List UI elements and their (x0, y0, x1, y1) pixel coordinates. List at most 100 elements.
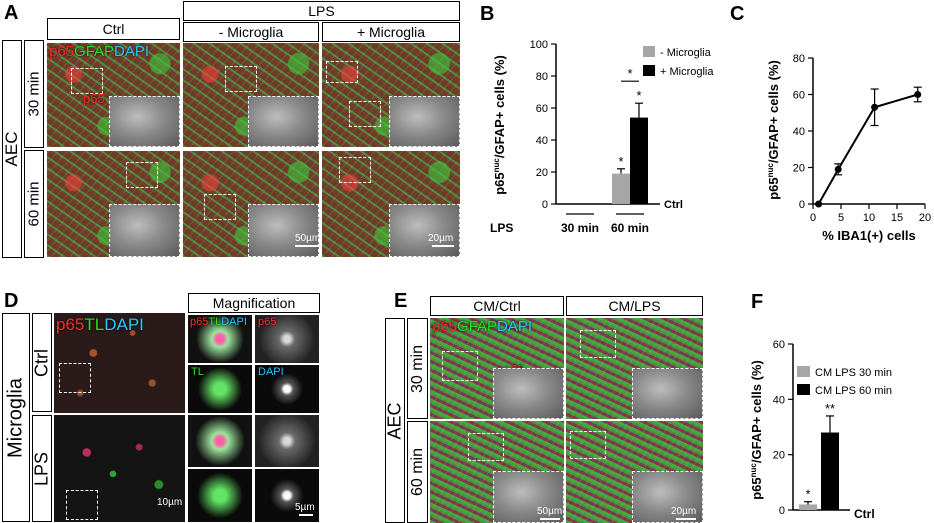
stain-p65: p65 (432, 318, 458, 335)
stain-dapi: DAPI (497, 318, 533, 335)
stain-legend: p65GFAPDAPI (432, 318, 532, 335)
stain-legend: p65TLDAPI (56, 315, 144, 335)
micrograph-minus-microglia-60min (183, 151, 319, 257)
mag-ctrl-dapi: DAPI (255, 365, 319, 413)
mag-lps-merge (188, 415, 252, 467)
row-ctrl-label: Ctrl (31, 348, 52, 377)
y-axis-label: p65nuc/GFAP+ cells (%) (749, 360, 764, 500)
data-point (834, 165, 842, 173)
stain-p65: p65 (49, 43, 75, 60)
legend-label: CM LPS 30 min (815, 367, 892, 379)
y-tick-label: 40 (793, 126, 805, 138)
row-group-aec-label: AEC (2, 131, 21, 167)
micrograph-cm-lps-60min (566, 421, 703, 523)
y-axis-label: p65nuc/GFAP+ cells (%) (492, 55, 507, 195)
scale-label-50um-e: 50µm (537, 506, 563, 517)
stain-dapi: DAPI (114, 43, 150, 60)
legend-swatch (797, 384, 810, 395)
roi-box (339, 157, 371, 183)
mag-label-tl: TL (191, 366, 204, 378)
row-60min-e: 60 min (407, 421, 428, 523)
x-axis-label: LPS (490, 221, 513, 235)
stain-gfap: GFAP (457, 318, 498, 335)
y-tick-label: 60 (536, 103, 548, 115)
y-tick-label: 80 (793, 53, 805, 65)
y-tick-label: 40 (536, 135, 548, 147)
panel-letter-c: C (730, 3, 744, 25)
legend-swatch (797, 366, 810, 377)
y-tick-label: 0 (779, 505, 785, 517)
roi-box (59, 363, 91, 393)
header-minus-microglia: - Microglia (183, 22, 319, 42)
row-60min: 60 min (24, 150, 44, 258)
roi-box (326, 61, 358, 83)
legend-swatch (643, 46, 655, 57)
row-30min-e: 30 min (407, 318, 428, 419)
row-60min-label: 60 min (25, 181, 43, 227)
x-tick-label: 10 (863, 212, 875, 224)
roi-box (204, 194, 236, 220)
panel-letter-f: F (751, 291, 763, 313)
row-group-microglia: Microglia (2, 313, 30, 522)
stain-p65: p65 (56, 315, 85, 334)
micrograph-microglia-lps: 10µm (54, 415, 185, 522)
panel-letter-d: D (4, 290, 19, 312)
micrograph-minus-microglia-30min (183, 43, 319, 147)
category-label: 60 min (611, 221, 649, 235)
chart-f-svg: F 0 20 40 60 p65nuc/GFAP+ cells (%) Ctrl * CM L… (749, 291, 892, 521)
scale-label-50um: 50µm (295, 233, 321, 244)
row-lps-label: LPS (31, 451, 52, 486)
inset-grayscale (493, 471, 564, 523)
mag-lps-tl (188, 469, 252, 522)
stain-tl: TL (208, 316, 222, 328)
y-tick-label: 20 (793, 163, 805, 175)
y-tick-label: 20 (536, 167, 548, 179)
y-tick-label: 60 (773, 339, 785, 351)
header-magnification: Magnification (188, 293, 320, 313)
x-tick-label: 5 (838, 212, 844, 224)
significance-marker: * (805, 487, 810, 502)
bar (799, 504, 817, 510)
mag-lps-dapi: 5µm (255, 469, 319, 522)
inset-grayscale (389, 96, 460, 147)
scale-label-20um: 20µm (428, 233, 454, 244)
header-plus-microglia: + Microglia (322, 22, 460, 42)
micrograph-ctrl-60min (47, 151, 180, 257)
legend-label: + Microglia (660, 66, 714, 78)
mag-stain-legend: p65TLDAPI (190, 316, 247, 328)
scale-bar-20um-e (676, 518, 696, 520)
row-group-aec: AEC (2, 40, 22, 258)
y-tick-label: 0 (799, 199, 805, 211)
panel-letter-a: A (4, 2, 19, 24)
row-group-microglia-label: Microglia (4, 377, 27, 458)
baseline-label: Ctrl (854, 507, 875, 521)
inset-grayscale (248, 204, 319, 257)
series-line (817, 93, 919, 205)
inset-grayscale (109, 96, 180, 147)
mag-label-dapi: DAPI (258, 366, 284, 378)
scale-label-20um-e: 20µm (671, 506, 697, 517)
stain-p65: p65 (190, 316, 209, 328)
inset-label-p65: p65 (83, 91, 105, 106)
significance-marker: ** (825, 401, 835, 416)
scale-bar-5um (299, 514, 313, 516)
row-lps: LPS (32, 415, 52, 522)
roi-box (126, 162, 158, 188)
data-point (815, 200, 823, 208)
comparison-marker: * (627, 66, 632, 81)
header-lps: LPS (183, 1, 460, 21)
stain-gfap: GFAP (74, 43, 115, 60)
chart-b: B 0 20 40 60 80 100 p65nuc/GFAP+ cells (%) Ctrl… (480, 3, 714, 235)
inset-grayscale (389, 204, 460, 257)
row-group-aec-e-label: AEC (384, 401, 405, 440)
header-cm-lps: CM/LPS (566, 296, 703, 316)
roi-box (442, 351, 478, 381)
mag-ctrl-merge: p65TLDAPI (188, 315, 252, 363)
inset-grayscale (632, 368, 703, 419)
roi-box (570, 431, 606, 459)
significance-marker: * (636, 88, 641, 103)
stain-dapi: DAPI (221, 316, 247, 328)
y-tick-label: 40 (773, 394, 785, 406)
micrograph-cm-ctrl-60min (430, 421, 564, 523)
